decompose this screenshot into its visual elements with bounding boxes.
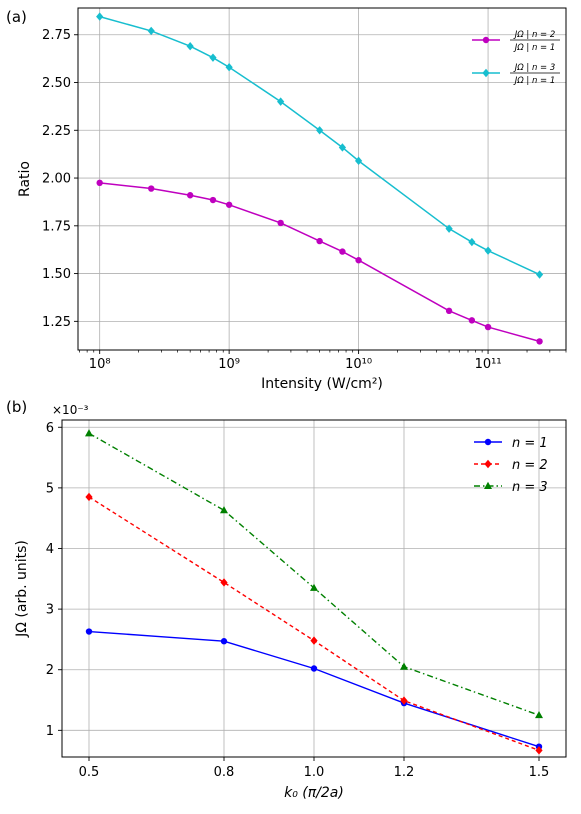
data-point-b bbox=[310, 636, 318, 645]
y-tick-label-b: 4 bbox=[46, 542, 54, 557]
x-tick-label-b: 0.8 bbox=[214, 765, 235, 780]
y-tick-label-a: 1.75 bbox=[42, 219, 71, 234]
x-axis-label-b: k₀ (π/2a) bbox=[284, 785, 344, 801]
ratio-vs-intensity-plot: 10⁸ 10⁹ 10¹⁰ 10¹¹ 1.25 1.50 1.75 2.00 2.25 2.50 2.… bbox=[17, 7, 567, 392]
data-point-b bbox=[85, 429, 93, 437]
data-point-b bbox=[310, 583, 318, 591]
data-point-a bbox=[535, 270, 544, 279]
data-point-a bbox=[209, 53, 217, 62]
x-tick-label-b: 1.2 bbox=[394, 765, 415, 780]
legend-label-b-0: n = 1 bbox=[512, 436, 548, 451]
x-tick-label-a: 10¹⁰ bbox=[345, 357, 372, 372]
x-tick-label-b: 1.5 bbox=[529, 765, 550, 780]
data-point-b bbox=[400, 696, 408, 705]
legend-label-numerator-a-0: JΩ | n = 2 bbox=[513, 30, 556, 40]
data-point-a bbox=[354, 156, 363, 166]
data-point-b bbox=[220, 506, 228, 514]
y-tick-label-a: 2.25 bbox=[42, 124, 71, 139]
x-axis-label-a: Intensity (W/cm²) bbox=[261, 376, 383, 392]
data-point-b bbox=[220, 578, 228, 587]
legend-label-b-1: n = 2 bbox=[512, 458, 548, 473]
axes-frame-a bbox=[77, 7, 567, 351]
data-point-b bbox=[400, 662, 408, 670]
data-point-b bbox=[220, 638, 228, 645]
current-vs-k0-plot: 0.5 0.8 1.0 1.2 1.5 1 2 3 4 5 6 ×10⁻³ k₀ (π/2a) JΩ (a… bbox=[14, 403, 567, 801]
y-tick-label-a: 2.75 bbox=[42, 28, 71, 43]
y-tick-label-a: 2.50 bbox=[42, 76, 71, 91]
data-point-a bbox=[316, 237, 323, 245]
y-axis-label-b: JΩ (arb. units) bbox=[14, 540, 30, 638]
series-line-a-1 bbox=[99, 15, 540, 276]
data-point-a bbox=[225, 63, 233, 72]
data-point-b bbox=[85, 492, 93, 502]
x-tick-label-b: 0.5 bbox=[79, 765, 100, 780]
legend-marker-b-0 bbox=[484, 438, 492, 446]
data-point-a bbox=[339, 248, 346, 255]
data-point-a bbox=[96, 12, 104, 21]
data-point-a bbox=[225, 201, 233, 208]
legend-label-denominator-a-1: JΩ | n = 1 bbox=[513, 76, 556, 86]
data-point-a bbox=[536, 338, 543, 345]
series-line-a-0 bbox=[99, 182, 540, 343]
data-point-b bbox=[535, 746, 543, 755]
x-tick-label-a: 10⁹ bbox=[218, 357, 240, 372]
data-point-a bbox=[355, 257, 362, 264]
data-point-b bbox=[310, 665, 318, 672]
legend-marker-a-1 bbox=[482, 68, 490, 78]
legend-label-b-2: n = 3 bbox=[512, 480, 548, 495]
data-point-a bbox=[277, 219, 284, 227]
data-point-a bbox=[338, 143, 347, 152]
y-tick-label-b: 2 bbox=[46, 663, 54, 678]
y-tick-label-b: 3 bbox=[46, 603, 54, 618]
y-tick-label-b: 5 bbox=[46, 481, 54, 496]
data-point-a bbox=[186, 192, 194, 199]
data-point-a bbox=[147, 185, 155, 192]
data-point-b bbox=[535, 710, 543, 719]
y-axis-label-a: Ratio bbox=[17, 161, 33, 197]
x-tick-label-a: 10⁸ bbox=[89, 357, 111, 372]
data-point-a bbox=[484, 246, 492, 255]
data-point-b bbox=[85, 628, 93, 635]
data-point-a bbox=[445, 307, 453, 315]
x-tick-label-a: 10¹¹ bbox=[475, 357, 502, 372]
panel-b-label: (b) bbox=[6, 398, 27, 416]
panel-a-label: (a) bbox=[6, 8, 27, 26]
data-point-a bbox=[316, 126, 324, 135]
data-point-a bbox=[277, 97, 285, 106]
legend-label-denominator-a-0: JΩ | n = 1 bbox=[513, 43, 556, 53]
data-point-a bbox=[445, 224, 453, 233]
y-tick-label-b: 1 bbox=[46, 724, 54, 739]
legend-marker-a-0 bbox=[482, 36, 490, 44]
data-point-a bbox=[468, 317, 476, 324]
y-tick-label-a: 1.50 bbox=[42, 267, 71, 282]
y-tick-label-a: 1.25 bbox=[42, 315, 71, 330]
y-tick-label-b: 6 bbox=[46, 421, 54, 436]
y-tick-label-a: 2.00 bbox=[42, 172, 71, 187]
data-point-a bbox=[96, 179, 103, 187]
y-axis-offset-text-b: ×10⁻³ bbox=[52, 403, 89, 417]
data-point-a bbox=[468, 237, 476, 247]
data-point-a bbox=[209, 196, 217, 204]
x-tick-label-b: 1.0 bbox=[304, 765, 325, 780]
legend-label-numerator-a-1: JΩ | n = 3 bbox=[513, 63, 556, 73]
legend-marker-b-2 bbox=[484, 481, 492, 489]
data-point-a bbox=[186, 42, 194, 51]
data-point-a bbox=[484, 323, 492, 331]
legend-marker-b-1 bbox=[484, 459, 492, 469]
data-point-a bbox=[147, 26, 155, 36]
